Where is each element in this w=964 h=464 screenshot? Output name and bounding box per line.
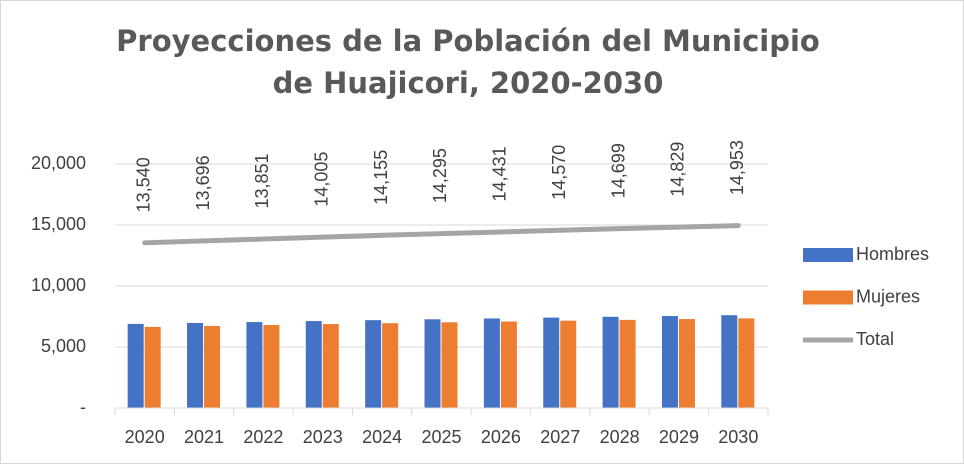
- y-tick-label: 15,000: [31, 214, 86, 234]
- x-tick-label: 2025: [421, 427, 461, 447]
- bar: [721, 315, 738, 408]
- bar: [678, 319, 695, 408]
- data-label: 14,431: [490, 146, 510, 201]
- data-label: 14,295: [430, 148, 450, 203]
- bar: [619, 319, 636, 408]
- x-tick-label: 2021: [184, 427, 224, 447]
- y-tick-label: -: [80, 397, 86, 417]
- x-tick-label: 2020: [125, 427, 165, 447]
- bar: [204, 325, 221, 408]
- bar: [441, 322, 458, 408]
- y-tick-label: 10,000: [31, 275, 86, 295]
- bar: [263, 324, 280, 408]
- data-label: 13,851: [252, 153, 272, 208]
- bar: [382, 323, 399, 408]
- data-label: 13,696: [193, 155, 213, 210]
- bar: [560, 320, 577, 408]
- bar: [365, 320, 382, 408]
- line-series: [142, 223, 741, 246]
- x-tick-label: 2027: [540, 427, 580, 447]
- bar: [144, 326, 161, 408]
- chart-title: Proyecciones de la Población del Municip…: [116, 24, 820, 100]
- data-label: 13,540: [133, 157, 153, 212]
- x-tick-label: 2029: [659, 427, 699, 447]
- data-label: 14,570: [549, 145, 569, 200]
- x-tick-label: 2030: [718, 427, 758, 447]
- legend-label: Hombres: [856, 244, 929, 264]
- x-tick-label: 2028: [600, 427, 640, 447]
- x-tick-label: 2026: [481, 427, 521, 447]
- x-tick-label: 2022: [243, 427, 283, 447]
- data-label: 14,155: [371, 150, 391, 205]
- bar: [322, 324, 339, 408]
- bar: [187, 322, 204, 408]
- bar: [305, 321, 322, 408]
- x-tick-label: 2024: [362, 427, 402, 447]
- bar: [661, 316, 678, 408]
- data-label: 14,829: [668, 142, 688, 197]
- x-tick-label: 2023: [303, 427, 343, 447]
- y-tick-label: 20,000: [31, 153, 86, 173]
- bar: [424, 319, 441, 408]
- bar: [500, 321, 517, 408]
- data-label: 14,953: [727, 140, 747, 195]
- data-label: 14,005: [312, 152, 332, 207]
- legend-swatch: [803, 290, 853, 305]
- bar: [483, 318, 500, 408]
- legend-label: Mujeres: [856, 286, 920, 306]
- bar: [738, 318, 755, 408]
- legend-swatch: [803, 248, 853, 262]
- bar: [127, 323, 144, 408]
- bar: [543, 317, 560, 408]
- bar: [246, 322, 263, 408]
- bar: [602, 316, 619, 408]
- y-tick-label: 5,000: [41, 336, 86, 356]
- legend-label: Total: [856, 329, 894, 349]
- data-label: 14,699: [608, 143, 628, 198]
